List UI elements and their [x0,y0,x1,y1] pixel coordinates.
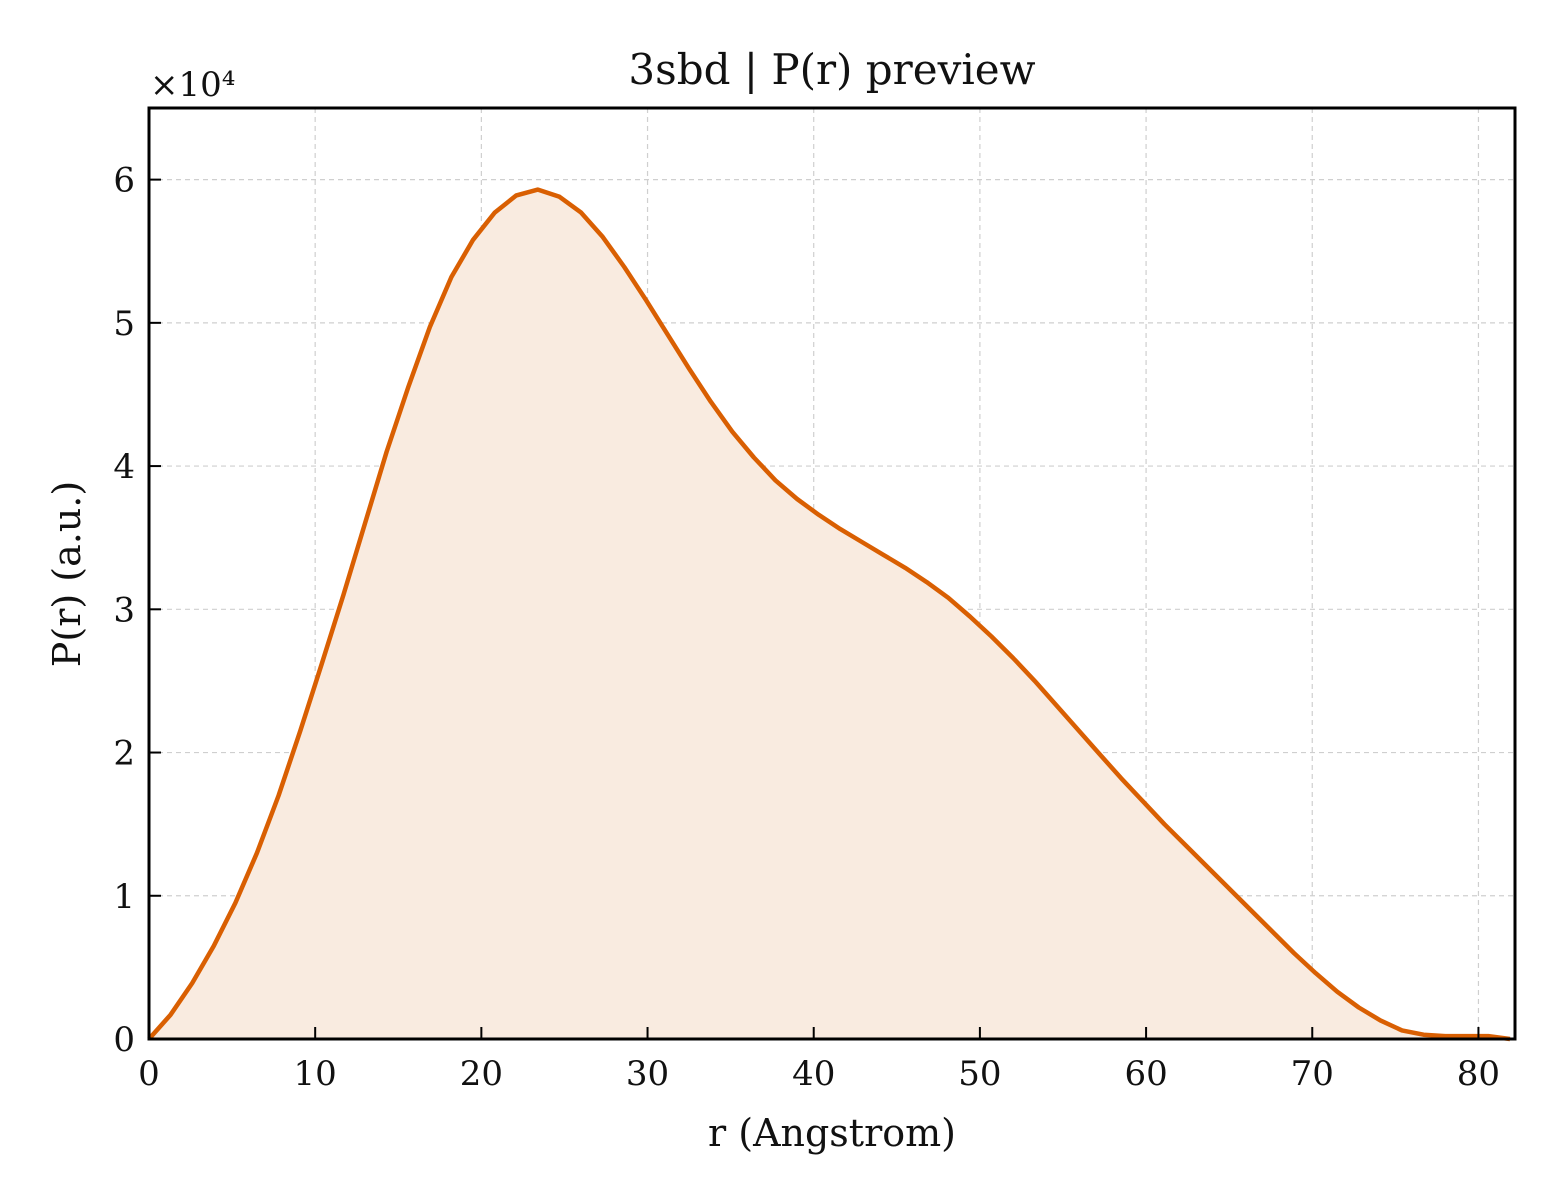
y-tick-label: 4 [113,447,135,487]
y-tick-label: 3 [113,590,135,630]
x-tick-label: 10 [294,1054,337,1094]
pr-line [147,187,1511,1042]
y-multiplier-label: ×10⁴ [150,65,235,105]
x-tick-label: 0 [138,1054,160,1094]
x-tick-label: 70 [1291,1054,1334,1094]
x-tick-label: 30 [626,1054,669,1094]
x-tick-label: 60 [1124,1054,1167,1094]
area-layer [149,189,1510,1040]
y-axis-title: P(r) (a.u.) [45,481,89,667]
y-tick-label: 2 [113,734,135,774]
x-tick-label: 20 [460,1054,503,1094]
plot-frame [147,106,1517,1041]
x-tick-label: 80 [1457,1054,1500,1094]
y-tick-label: 6 [113,161,135,201]
y-tick-label: 5 [113,304,135,344]
x-axis-title: r (Angstrom) [708,1111,956,1155]
tick-layer: 0 10 20 30 40 50 60 70 80 0 1 2 3 4 5 6 [113,161,1500,1094]
y-tick-label: 1 [113,877,135,917]
y-tick-label: 0 [113,1020,135,1060]
chart-title: 3sbd | P(r) preview [628,45,1035,94]
pr-area-fill [149,189,1510,1040]
x-tick-label: 40 [792,1054,835,1094]
line-layer [147,187,1511,1042]
x-tick-label: 50 [958,1054,1001,1094]
